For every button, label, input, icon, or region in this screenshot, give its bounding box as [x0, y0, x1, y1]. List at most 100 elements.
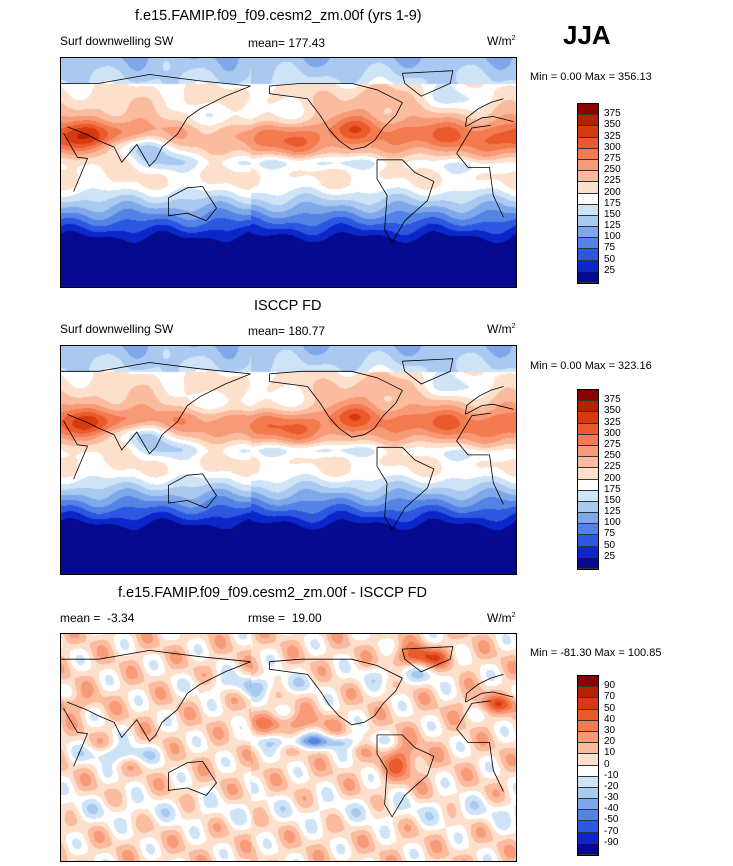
coastline	[376, 159, 435, 244]
coastline	[61, 649, 514, 742]
colorbar-label: -20	[604, 780, 619, 792]
colorbar-box	[578, 434, 598, 446]
colorbar-box	[578, 821, 598, 833]
colorbar-box	[578, 776, 598, 788]
colorbar-label: 75	[604, 528, 616, 540]
panel2-title: ISCCP FD	[254, 298, 322, 314]
colorbar-label: 325	[604, 130, 621, 142]
colorbar-box	[578, 271, 598, 283]
colorbar-box	[578, 731, 598, 744]
colorbar-box	[578, 215, 598, 228]
panel3-colorbar	[577, 675, 599, 856]
colorbar-label: 175	[604, 197, 621, 209]
colorbar-box	[578, 546, 598, 558]
panel2-mean: mean= 180.77	[248, 324, 326, 338]
colorbar-label: 350	[604, 405, 621, 417]
coastline	[376, 446, 435, 531]
season-label: JJA	[563, 20, 611, 50]
panel3-rmse: rmse = 19.00	[248, 611, 322, 625]
colorbar-box	[578, 687, 598, 699]
panel1-minmax: Min = 0.00 Max = 356.13	[530, 71, 652, 83]
coastline	[63, 125, 504, 218]
coastline	[168, 760, 217, 796]
colorbar-label: 40	[604, 713, 616, 725]
colorbar-box	[578, 524, 598, 536]
colorbar-label: 225	[604, 175, 621, 187]
colorbar-box	[578, 148, 598, 160]
panel1-title: f.e15.FAMIP.f09_f09.cesm2_zm.00f (yrs 1-…	[135, 8, 422, 24]
panel3-mean: mean = -3.34	[60, 611, 135, 625]
colorbar-label: -70	[604, 825, 619, 837]
colorbar-box	[578, 159, 598, 172]
coastline	[269, 370, 403, 438]
colorbar-label: 200	[604, 186, 621, 198]
colorbar-box	[578, 832, 598, 844]
colorbar-box	[578, 260, 598, 272]
panel3-title: f.e15.FAMIP.f09_f09.cesm2_zm.00f - ISCCP…	[118, 585, 427, 601]
panel1-map	[60, 57, 517, 288]
coastline	[401, 70, 454, 97]
coastlines	[61, 646, 514, 818]
colorbar-label: 325	[604, 416, 621, 428]
coastline	[269, 83, 403, 151]
coastline	[168, 186, 217, 222]
colorbar-label: 250	[604, 164, 621, 176]
colorbar-box	[578, 709, 598, 721]
colorbar-box	[578, 799, 598, 811]
colorbar-box	[578, 104, 598, 116]
colorbar-box	[578, 743, 598, 755]
colorbar-box	[578, 401, 598, 413]
colorbar-label: 125	[604, 506, 621, 518]
colorbar-label: 100	[604, 517, 621, 529]
panel1-colorbar	[577, 103, 599, 284]
colorbar-label: 90	[604, 680, 616, 692]
colorbar-box	[578, 765, 598, 777]
colorbar-box	[578, 557, 598, 569]
colorbar-label: -90	[604, 836, 619, 848]
colorbar-label: 225	[604, 461, 621, 473]
panel2-variable: Surf downwelling SW	[60, 322, 174, 336]
colorbar-box	[578, 137, 598, 149]
panel3-units: W/m2	[487, 611, 516, 625]
colorbar-label: 100	[604, 231, 621, 243]
colorbar-box	[578, 787, 598, 800]
colorbar-label: 275	[604, 152, 621, 164]
colorbar-label: 150	[604, 208, 621, 220]
colorbar-box	[578, 227, 598, 239]
colorbar-box	[578, 193, 598, 205]
colorbar-box	[578, 810, 598, 822]
colorbar-label: 50	[604, 702, 616, 714]
coastline	[63, 412, 504, 505]
colorbar-label: 350	[604, 119, 621, 131]
colorbar-label: 50	[604, 539, 616, 551]
coastline	[401, 646, 454, 673]
panel1-units: W/m2	[487, 34, 516, 48]
colorbar-label: 300	[604, 427, 621, 439]
coastline	[401, 358, 454, 385]
colorbar-label: 150	[604, 494, 621, 506]
coastlines	[61, 358, 514, 531]
colorbar-label: 0	[604, 758, 610, 770]
colorbar-box	[578, 843, 598, 855]
colorbar-box	[578, 412, 598, 424]
colorbar-label: 125	[604, 220, 621, 232]
panel3-map	[60, 633, 517, 862]
colorbar-label: 375	[604, 108, 621, 120]
colorbar-box	[578, 115, 598, 127]
colorbar-box	[578, 501, 598, 514]
colorbar-label: 75	[604, 242, 616, 254]
colorbar-box	[578, 126, 598, 138]
panel1-mean: mean= 177.43	[248, 36, 326, 50]
coastlines	[61, 70, 514, 244]
coastline	[61, 74, 514, 167]
colorbar-box	[578, 238, 598, 250]
colorbar-label: 175	[604, 483, 621, 495]
colorbar-label: 70	[604, 691, 616, 703]
colorbar-label: -50	[604, 814, 619, 826]
coastline	[168, 473, 217, 509]
colorbar-box	[578, 479, 598, 491]
colorbar-box	[578, 182, 598, 194]
colorbar-label: -30	[604, 792, 619, 804]
coastline	[63, 700, 504, 792]
colorbar-box	[578, 457, 598, 469]
